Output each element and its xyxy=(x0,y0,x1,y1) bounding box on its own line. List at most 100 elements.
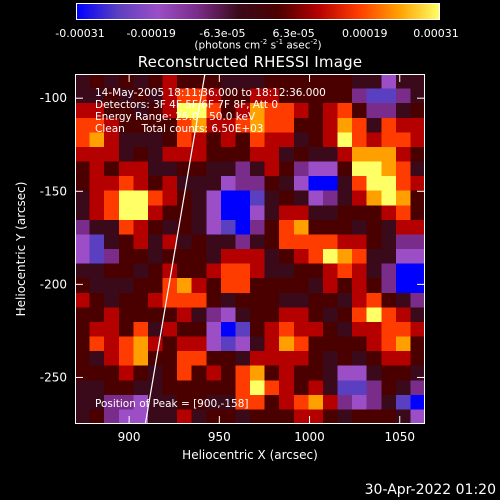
heatmap-cell xyxy=(322,74,339,90)
heatmap-cell xyxy=(104,249,120,265)
heatmap-cell xyxy=(89,132,105,148)
heatmap-cell xyxy=(104,365,120,381)
heatmap-cell xyxy=(191,103,207,119)
heatmap-cell xyxy=(162,321,178,338)
heatmap-cell xyxy=(206,74,222,90)
heatmap-cell xyxy=(220,161,237,177)
heatmap-cell xyxy=(250,336,266,352)
heatmap-cell xyxy=(133,205,149,221)
heatmap-cell xyxy=(75,146,91,163)
heatmap-cell xyxy=(308,234,324,250)
heatmap-cell xyxy=(337,219,353,236)
heatmap-cell xyxy=(162,88,178,104)
heatmap-cell xyxy=(177,292,193,308)
heatmap-cell xyxy=(293,409,309,424)
heatmap-cell xyxy=(410,292,425,308)
heatmap-cell xyxy=(308,292,324,308)
heatmap-cell xyxy=(410,249,425,265)
heatmap-cell xyxy=(352,292,368,308)
heatmap-cell xyxy=(220,219,237,236)
heatmap-cell xyxy=(322,321,339,338)
heatmap-cell xyxy=(147,234,164,250)
heatmap-cell xyxy=(337,234,353,250)
heatmap-cell xyxy=(104,234,120,250)
heatmap-cell xyxy=(366,249,382,265)
heatmap-cell xyxy=(322,219,339,236)
heatmap-cell xyxy=(133,380,149,396)
heatmap-cell xyxy=(293,307,309,323)
heatmap-cell xyxy=(308,409,324,424)
heatmap-cell xyxy=(308,249,324,265)
heatmap-cell xyxy=(264,132,280,148)
heatmap-cell xyxy=(206,321,222,338)
heatmap-cell xyxy=(337,161,353,177)
heatmap-cell xyxy=(104,219,120,236)
heatmap-cell xyxy=(162,351,178,367)
heatmap-cell xyxy=(293,74,309,90)
heatmap-cell xyxy=(104,103,120,119)
heatmap-cell xyxy=(235,219,251,236)
heatmap-cell xyxy=(104,351,120,367)
heatmap-cell xyxy=(395,234,412,250)
heatmap-cell xyxy=(381,117,397,133)
heatmap-cell xyxy=(352,219,368,236)
heatmap-cell xyxy=(206,365,222,381)
heatmap-cell xyxy=(337,88,353,104)
heatmap-cell xyxy=(162,117,178,133)
heatmap-cell xyxy=(118,190,134,206)
heatmap-cell xyxy=(250,234,266,250)
heatmap-cell xyxy=(322,234,339,250)
heatmap-cell xyxy=(279,409,295,424)
heatmap-cell xyxy=(235,292,251,308)
heatmap-cell xyxy=(352,380,368,396)
heatmap-cell xyxy=(322,249,339,265)
heatmap-cell xyxy=(381,249,397,265)
heatmap-cell xyxy=(162,234,178,250)
heatmap-cell xyxy=(293,321,309,338)
heatmap-cell xyxy=(337,146,353,163)
heatmap-cell xyxy=(75,394,91,411)
heatmap-cell xyxy=(337,190,353,206)
heatmap-cell xyxy=(308,132,324,148)
heatmap-cell xyxy=(322,380,339,396)
heatmap-cell xyxy=(264,74,280,90)
heatmap-cell xyxy=(89,409,105,424)
heatmap-cell xyxy=(133,190,149,206)
heatmap-cell xyxy=(133,307,149,323)
heatmap-cell xyxy=(235,380,251,396)
heatmap-cell xyxy=(250,161,266,177)
heatmap-cell xyxy=(118,249,134,265)
heatmap-cell xyxy=(75,132,91,148)
heatmap-cell xyxy=(206,190,222,206)
heatmap-cell xyxy=(410,103,425,119)
heatmap-cell xyxy=(395,380,412,396)
heatmap-cell xyxy=(147,292,164,308)
heatmap-cell xyxy=(118,74,134,90)
heatmap-cell xyxy=(89,263,105,279)
heatmap-cell xyxy=(75,205,91,221)
heatmap-cell xyxy=(250,351,266,367)
heatmap-cell xyxy=(395,161,412,177)
heatmap-cell xyxy=(395,278,412,294)
heatmap-cell xyxy=(293,263,309,279)
heatmap-cell xyxy=(104,117,120,133)
heatmap-cell xyxy=(352,351,368,367)
heatmap-cell xyxy=(220,205,237,221)
heatmap-cell xyxy=(235,176,251,192)
heatmap-cell xyxy=(191,249,207,265)
heatmap-cell xyxy=(381,292,397,308)
tick-marks xyxy=(75,74,425,424)
colorbar xyxy=(76,3,440,20)
heatmap-cell xyxy=(147,263,164,279)
heatmap-cell xyxy=(322,278,339,294)
heatmap-cell xyxy=(381,219,397,236)
annotation-peak: Position of Peak = [900,-158] xyxy=(95,398,249,410)
heatmap-cell xyxy=(308,351,324,367)
heatmap-cell xyxy=(104,190,120,206)
heatmap-cell xyxy=(366,176,382,192)
heatmap-cell xyxy=(352,88,368,104)
heatmap-cell xyxy=(220,292,237,308)
heatmap-cell xyxy=(352,146,368,163)
heatmap-cell xyxy=(381,205,397,221)
